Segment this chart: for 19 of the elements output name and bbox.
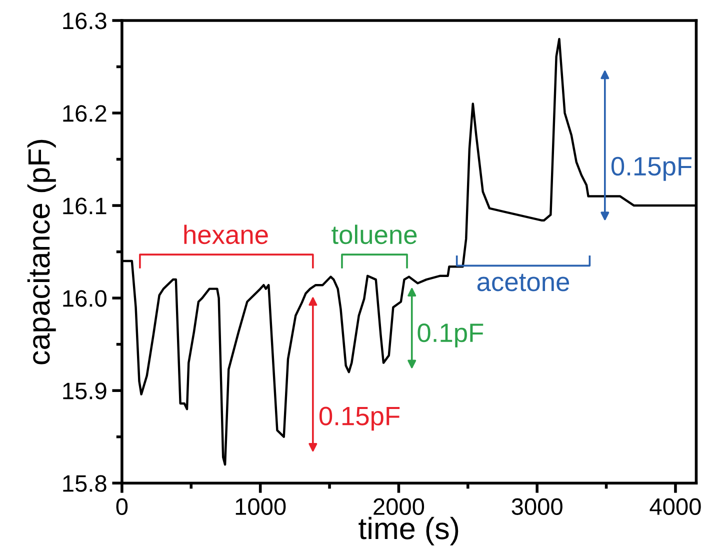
annotation: toluene — [332, 224, 417, 244]
y-tick-label: 15.9 — [63, 382, 106, 400]
annotation: 0.15pF — [611, 156, 692, 181]
x-tick-label: 2000 — [374, 498, 424, 516]
y-tick-label: 16.3 — [63, 12, 106, 30]
x-axis-title: time (s) — [358, 516, 458, 546]
y-tick-label: 16.0 — [63, 290, 106, 307]
annotation: acetone — [477, 274, 570, 292]
x-tick-label: 3000 — [512, 498, 562, 516]
annotation: 0.15pF — [319, 406, 400, 431]
y-tick-label: 15.8 — [63, 475, 106, 492]
y-axis-title: capacitance (pF) — [27, 140, 56, 364]
x-tick-label: 4000 — [650, 498, 701, 516]
x-tick-label: 0 — [116, 498, 128, 516]
annotation: hexane — [184, 224, 268, 244]
annotation: 0.1pF — [418, 323, 484, 348]
x-tick-label: 1000 — [236, 498, 286, 516]
y-tick-label: 16.1 — [63, 198, 106, 214]
y-tick-label: 16.2 — [63, 105, 106, 122]
